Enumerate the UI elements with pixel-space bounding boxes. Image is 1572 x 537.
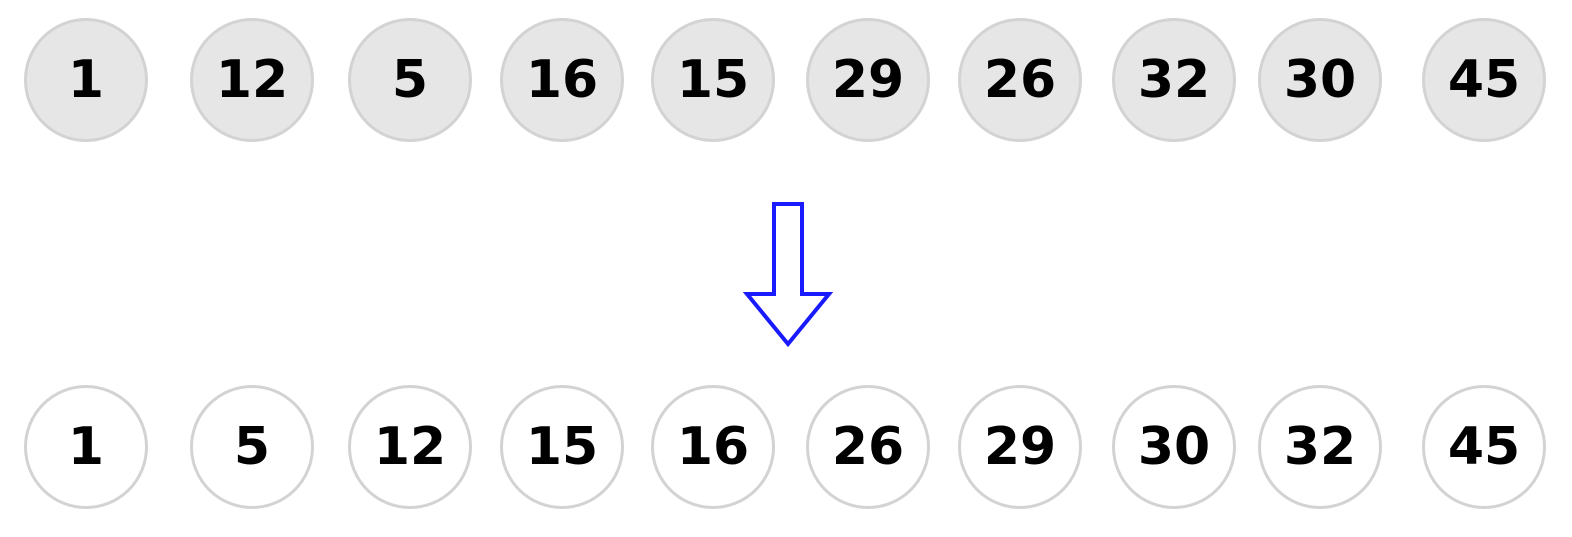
unsorted-node: 16 [500, 18, 624, 142]
unsorted-node: 1 [24, 18, 148, 142]
unsorted-node: 30 [1258, 18, 1382, 142]
sorted-row: 1 5 12 15 16 26 29 30 32 45 [0, 385, 1572, 515]
sorted-node: 29 [958, 385, 1082, 509]
unsorted-node: 45 [1422, 18, 1546, 142]
sorted-node: 16 [651, 385, 775, 509]
sorted-node: 1 [24, 385, 148, 509]
sorted-node: 32 [1258, 385, 1382, 509]
down-arrow-icon [742, 202, 834, 348]
unsorted-row: 1 12 5 16 15 29 26 32 30 45 [0, 18, 1572, 148]
sorted-node: 5 [190, 385, 314, 509]
unsorted-node: 29 [806, 18, 930, 142]
unsorted-node: 15 [651, 18, 775, 142]
unsorted-node: 12 [190, 18, 314, 142]
unsorted-node: 5 [348, 18, 472, 142]
unsorted-node: 32 [1112, 18, 1236, 142]
unsorted-node: 26 [958, 18, 1082, 142]
sorted-node: 12 [348, 385, 472, 509]
sorted-node: 15 [500, 385, 624, 509]
down-arrow-shape [742, 202, 834, 348]
sorted-node: 45 [1422, 385, 1546, 509]
sorted-node: 30 [1112, 385, 1236, 509]
sorted-node: 26 [806, 385, 930, 509]
